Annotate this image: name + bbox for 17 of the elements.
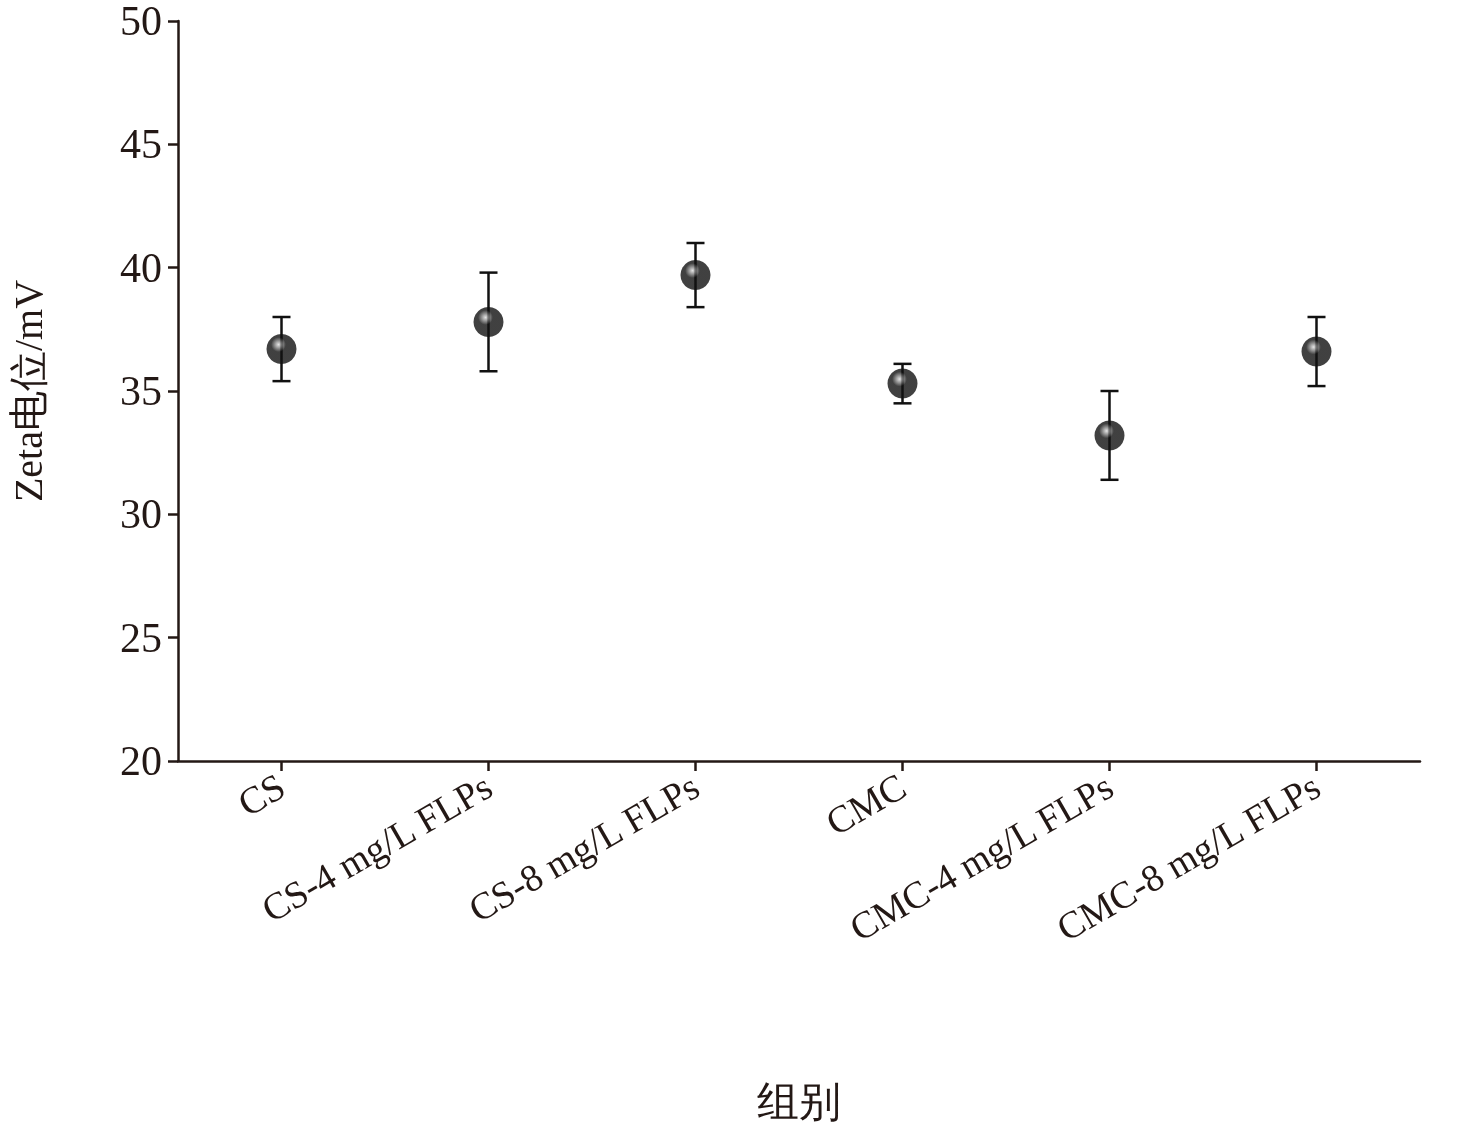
point xyxy=(473,306,504,337)
x-tick-label: CMC xyxy=(818,764,913,844)
y-axis-title: Zeta电位/mV xyxy=(5,279,51,503)
y-tick-label: 45 xyxy=(120,121,162,168)
point xyxy=(680,260,711,291)
x-tick-label: CS xyxy=(230,764,292,825)
point xyxy=(1094,420,1125,451)
x-axis-title: 组别 xyxy=(757,1079,841,1125)
point xyxy=(1301,336,1332,367)
point xyxy=(266,334,297,365)
y-tick-label: 35 xyxy=(120,368,162,414)
y-tick-label: 25 xyxy=(120,614,162,661)
y-tick-label: 40 xyxy=(120,244,162,291)
y-tick-label: 30 xyxy=(120,491,162,538)
y-tick-label: 50 xyxy=(120,0,162,44)
point xyxy=(887,368,918,399)
y-tick-label: 20 xyxy=(120,738,162,784)
